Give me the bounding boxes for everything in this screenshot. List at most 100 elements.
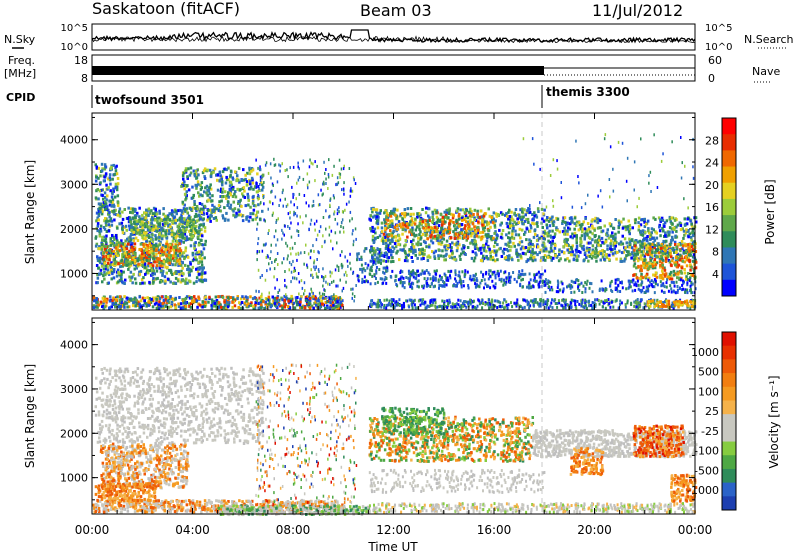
power-cell <box>409 249 413 253</box>
power-cell <box>325 182 327 185</box>
power-cell <box>369 272 372 276</box>
power-cell <box>183 187 186 191</box>
power-cell <box>429 299 432 303</box>
power-cell <box>241 192 244 196</box>
power-cell <box>108 219 112 223</box>
power-cell <box>188 296 192 300</box>
power-cell <box>340 167 343 171</box>
power-cell <box>504 213 507 217</box>
power-cell <box>258 296 261 300</box>
power-cell <box>505 300 508 304</box>
power-cell <box>133 214 137 218</box>
power-cell <box>195 280 198 284</box>
power-cell <box>305 302 309 306</box>
power-cell <box>472 299 475 303</box>
power-cell <box>140 217 144 221</box>
power-cell <box>197 295 200 299</box>
power-cell <box>460 283 463 287</box>
power-cell <box>193 244 196 248</box>
power-cell <box>392 260 395 263</box>
power-cell <box>363 275 366 279</box>
power-cell <box>444 228 447 232</box>
power-cell <box>528 306 531 310</box>
power-cell <box>174 232 177 236</box>
power-cell <box>103 305 107 309</box>
power-cell <box>482 302 485 305</box>
power-cell <box>449 274 451 278</box>
power-cell <box>109 263 112 267</box>
power-cell <box>398 222 402 226</box>
power-cell <box>104 267 107 271</box>
power-cell <box>388 299 391 303</box>
power-cell <box>174 209 178 213</box>
power-cell <box>164 214 168 218</box>
power-cell <box>538 280 541 284</box>
power-cell <box>412 238 415 242</box>
power-cell <box>343 181 345 185</box>
power-cell <box>544 258 547 262</box>
power-cell <box>253 306 257 310</box>
power-cell <box>447 302 450 306</box>
power-cell <box>372 215 375 219</box>
power-cell <box>410 270 413 274</box>
power-cell <box>217 305 221 309</box>
power-cell <box>159 240 162 244</box>
power-cell <box>297 272 300 275</box>
power-cell <box>96 276 100 280</box>
power-cell <box>328 306 332 310</box>
power-cell <box>195 214 198 218</box>
power-cell <box>441 249 444 253</box>
power-cell <box>203 177 207 180</box>
power-cell <box>404 239 408 242</box>
power-cell <box>455 302 458 306</box>
power-cell <box>406 226 410 230</box>
power-cell <box>158 266 161 270</box>
power-cell <box>234 215 237 219</box>
power-cell <box>145 256 148 260</box>
power-cell <box>152 217 155 221</box>
power-cell <box>395 283 398 286</box>
power-cell <box>513 301 516 305</box>
power-cell <box>178 272 181 276</box>
power-cell <box>285 293 287 297</box>
power-scatter-cells <box>92 133 698 310</box>
power-cell <box>121 255 124 259</box>
power-cell <box>333 212 335 216</box>
power-cell <box>386 269 389 273</box>
power-cell <box>357 252 360 256</box>
power-cell <box>161 243 165 247</box>
power-cell <box>109 295 112 299</box>
power-cell <box>261 185 265 189</box>
power-cell <box>506 306 509 310</box>
power-cell <box>606 298 608 302</box>
power-cell <box>321 275 323 279</box>
power-cell <box>564 300 567 304</box>
power-cell <box>524 272 527 276</box>
power-cell <box>275 300 279 304</box>
power-cell <box>203 167 207 171</box>
power-cell <box>462 280 465 283</box>
power-cell <box>270 243 272 247</box>
power-cell <box>119 274 123 278</box>
power-cell <box>249 187 252 191</box>
power-cell <box>450 269 453 273</box>
power-cell <box>513 211 516 215</box>
power-cell <box>190 238 193 242</box>
power-cell <box>452 214 455 218</box>
power-cell <box>563 299 566 303</box>
power-cell <box>165 240 169 244</box>
power-cell <box>152 296 155 300</box>
power-cell <box>272 202 274 206</box>
power-cell <box>168 243 172 247</box>
power-cell <box>214 295 218 299</box>
power-cell <box>295 303 299 307</box>
power-cell <box>481 223 484 227</box>
power-cell <box>197 237 200 241</box>
power-cell <box>145 304 148 308</box>
power-cell <box>485 270 488 274</box>
power-cell <box>665 299 669 303</box>
power-cell <box>413 222 417 226</box>
power-cell <box>461 270 464 274</box>
power-cell <box>102 251 105 255</box>
power-cell <box>498 228 501 232</box>
